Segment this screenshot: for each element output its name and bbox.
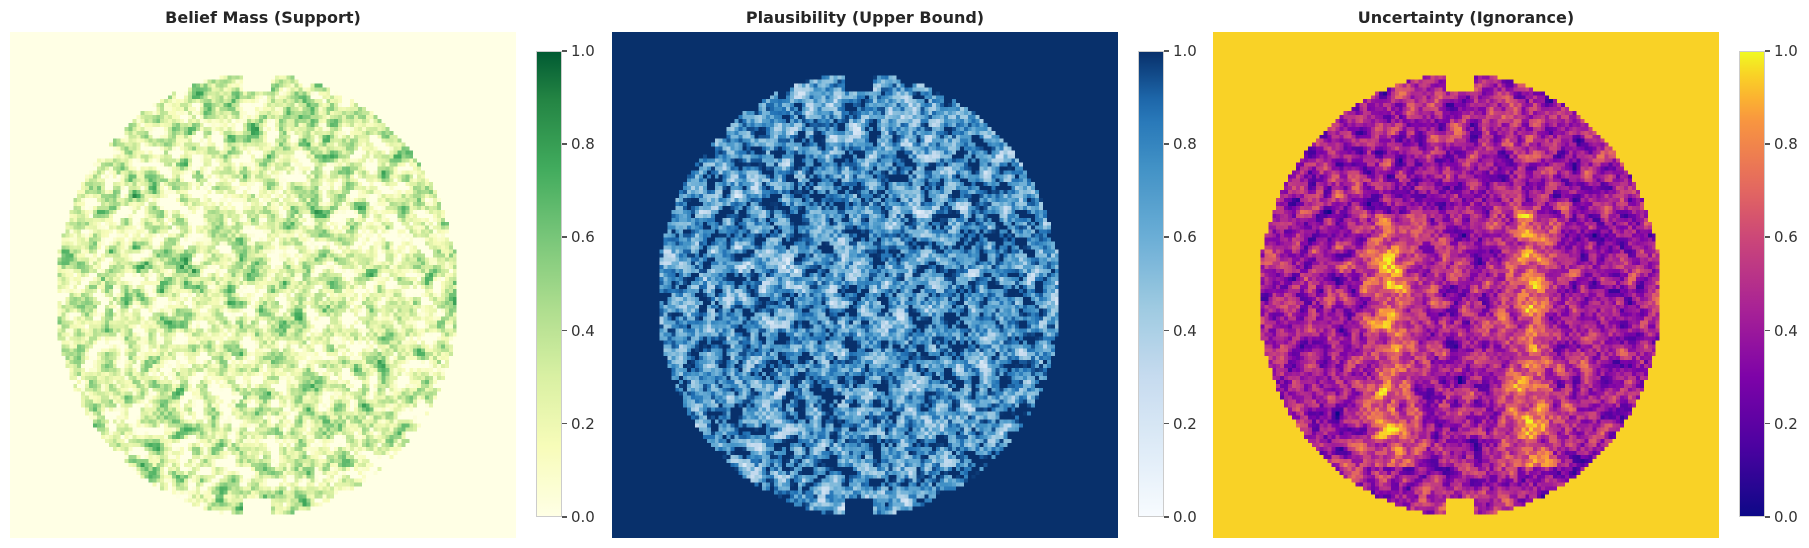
colorbar-tick-label: 0.8 bbox=[1774, 135, 1798, 154]
colorbar-plausibility bbox=[1138, 51, 1164, 517]
heatmap-plausibility bbox=[612, 32, 1118, 538]
colorbar-tick-label: 0.4 bbox=[1774, 321, 1798, 340]
colorbar-belief-mass bbox=[536, 51, 562, 517]
colorbar-tick-label: 0.4 bbox=[1173, 321, 1197, 340]
colorbar-ticks-uncertainty: 0.0 0.2 0.4 0.6 0.8 1.0 bbox=[1765, 42, 1805, 526]
colorbar-tick-label: 0.2 bbox=[1173, 414, 1197, 433]
colorbar-tick-label: 0.8 bbox=[571, 135, 595, 154]
chart-title: Uncertainty (Ignorance) bbox=[1357, 8, 1575, 27]
heatmap-belief-mass bbox=[10, 32, 516, 538]
colorbar-uncertainty bbox=[1739, 51, 1765, 517]
colorbar-tick-label: 0.2 bbox=[1774, 414, 1798, 433]
colorbar-ticks-belief-mass: 0.0 0.2 0.4 0.6 0.8 1.0 bbox=[562, 42, 602, 526]
colorbar-tick-label: 0.6 bbox=[571, 228, 595, 247]
colorbar-ticks-plausibility: 0.0 0.2 0.4 0.6 0.8 1.0 bbox=[1164, 42, 1204, 526]
colorbar-tick-label: 0.4 bbox=[571, 321, 595, 340]
colorbar-tick-label: 0.6 bbox=[1173, 228, 1197, 247]
panel-belief-mass: Belief Mass (Support) 0.0 0.2 0.4 0.6 0.… bbox=[0, 0, 600, 548]
panel-plausibility: Plausibility (Upper Bound) 0.0 0.2 0.4 0… bbox=[602, 0, 1202, 548]
colorbar-tick-label: 1.0 bbox=[1173, 42, 1197, 60]
colorbar-tick-label: 0.0 bbox=[1774, 508, 1798, 526]
heatmap-uncertainty bbox=[1213, 32, 1719, 538]
colorbar-tick-label: 0.8 bbox=[1173, 135, 1197, 154]
colorbar-tick-label: 1.0 bbox=[1774, 42, 1798, 60]
colorbar-tick-label: 1.0 bbox=[571, 42, 595, 60]
colorbar-tick-label: 0.6 bbox=[1774, 228, 1798, 247]
chart-title: Belief Mass (Support) bbox=[165, 8, 361, 27]
colorbar-tick-label: 0.0 bbox=[1173, 508, 1197, 526]
colorbar-tick-label: 0.2 bbox=[571, 414, 595, 433]
colorbar-tick-label: 0.0 bbox=[571, 508, 595, 526]
chart-title: Plausibility (Upper Bound) bbox=[745, 8, 985, 27]
panel-uncertainty: Uncertainty (Ignorance) 0.0 0.2 0.4 0.6 … bbox=[1203, 0, 1803, 548]
